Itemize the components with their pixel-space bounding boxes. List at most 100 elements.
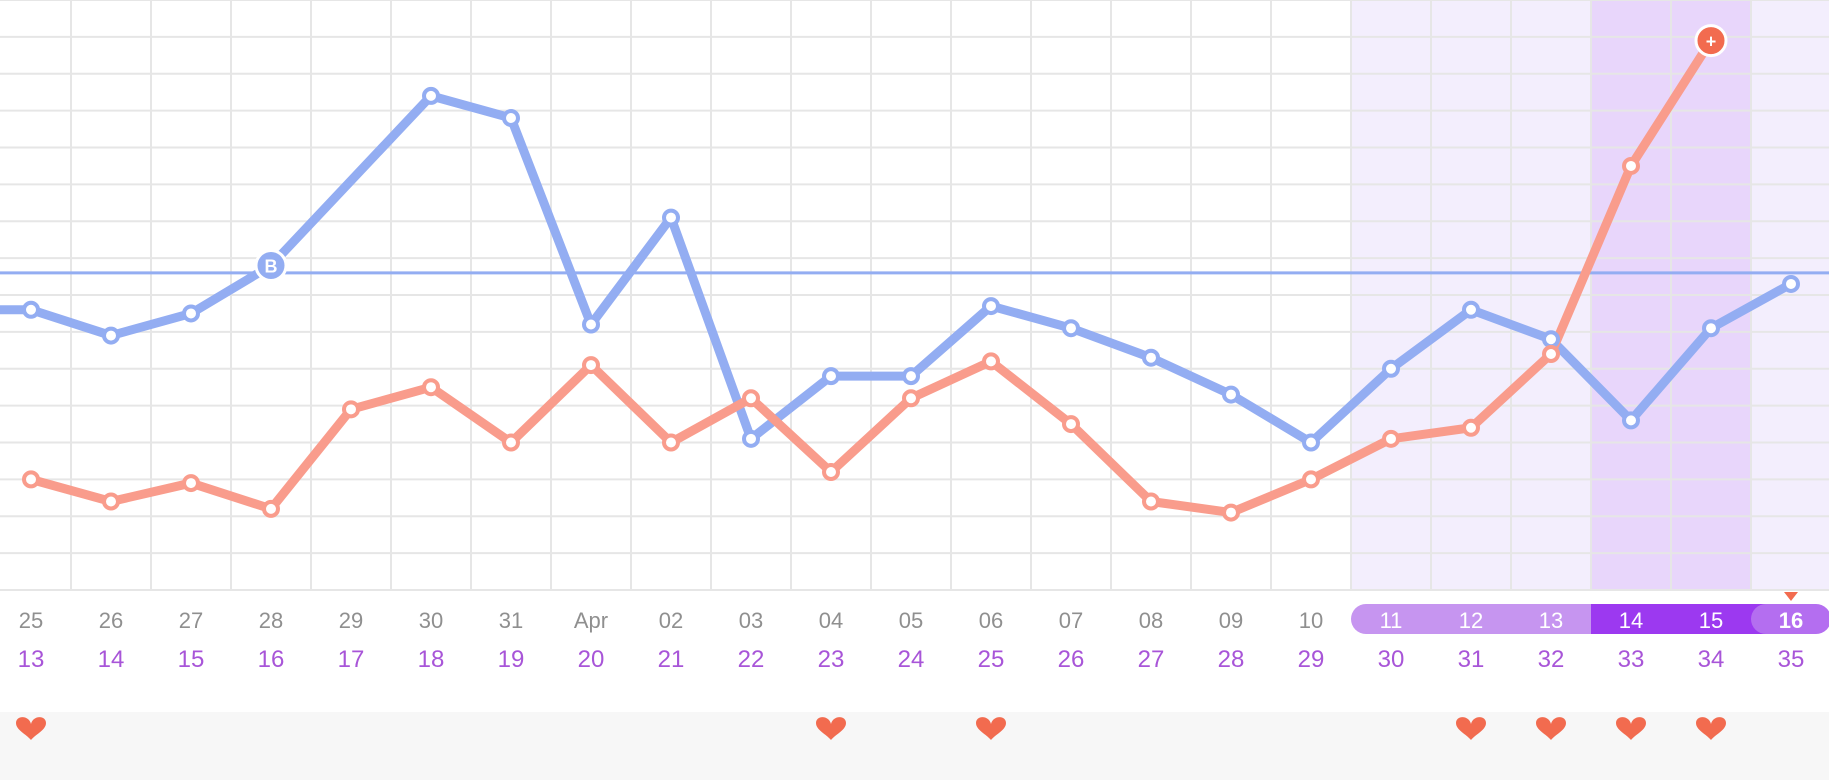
heart-icon	[976, 717, 1006, 740]
series-a-point	[902, 367, 920, 386]
cycle-day-label: 17	[338, 646, 365, 673]
cycle-day-label: 13	[18, 646, 45, 673]
cycle-day-label: 25	[978, 646, 1005, 673]
date-axis: 25 26 27 28 29 30 31 Apr 02 03 04 05 06 07 08 09 10 11 12 1…	[18, 592, 1829, 673]
series-a-point	[1542, 330, 1560, 349]
cycle-day-label: 27	[1138, 646, 1165, 673]
heart-icon	[1616, 717, 1646, 740]
date-label: 02	[659, 608, 683, 633]
date-label: 28	[259, 608, 283, 633]
date-label: 16	[1779, 608, 1803, 633]
series-a-point	[822, 367, 840, 386]
series-a-point	[662, 208, 680, 227]
series-b-marker	[1694, 24, 1728, 58]
series-a-point	[422, 86, 440, 105]
cycle-day-label: 34	[1698, 646, 1725, 673]
date-label: 10	[1299, 608, 1323, 633]
date-label: 08	[1139, 608, 1163, 633]
series-a-point	[1382, 359, 1400, 378]
series-b-point	[982, 352, 1000, 371]
heart-icon	[816, 717, 846, 740]
date-label: Apr	[574, 608, 608, 633]
date-label: 30	[419, 608, 443, 633]
series-a-point	[1142, 348, 1160, 367]
date-label: 25	[19, 608, 43, 633]
cycle-day-label: 29	[1298, 646, 1325, 673]
series-a-point	[1222, 385, 1240, 404]
cycle-day-label: 15	[178, 646, 205, 673]
cycle-day-label: 30	[1378, 646, 1405, 673]
cycle-day-label: 23	[818, 646, 845, 673]
series-a-point	[182, 304, 200, 323]
cycle-day-label: 16	[258, 646, 285, 673]
cycle-day-label: 24	[898, 646, 925, 673]
series-a-marker	[254, 249, 288, 282]
date-label: 27	[179, 608, 203, 633]
cycle-day-label: 19	[498, 646, 525, 673]
series-b-point	[102, 492, 120, 511]
heart-icon	[16, 717, 46, 740]
cycle-day-label: 33	[1618, 646, 1645, 673]
series-b-point	[582, 356, 600, 375]
cycle-day-label: 20	[578, 646, 605, 673]
heart-icon	[1456, 717, 1486, 740]
date-label: 03	[739, 608, 763, 633]
series-b-point	[662, 433, 680, 452]
series-a-point	[982, 297, 1000, 316]
series-a-point	[742, 429, 760, 448]
heart-icon	[1696, 717, 1726, 740]
date-label: 31	[499, 608, 523, 633]
series-a-point	[102, 326, 120, 345]
series-a-point	[1302, 433, 1320, 452]
chart-grid	[0, 0, 1829, 591]
series-a-point	[1622, 411, 1640, 430]
series-b-point	[262, 499, 280, 518]
cycle-day-label: 22	[738, 646, 765, 673]
cycle-day-label: 14	[98, 646, 125, 673]
intercourse-row	[0, 712, 1829, 780]
series-b-point	[1462, 418, 1480, 437]
series-b-point	[1142, 492, 1160, 511]
date-label: 04	[819, 608, 843, 633]
date-label: 05	[899, 608, 923, 633]
cycle-day-label: 32	[1538, 646, 1565, 673]
intercourse-row-bg	[0, 712, 1829, 780]
series-b-line	[26, 36, 1716, 518]
series-a-point	[1702, 319, 1720, 338]
series-b-point	[22, 470, 40, 489]
date-label: 14	[1619, 608, 1643, 633]
date-label: 29	[339, 608, 363, 633]
series-b-point	[182, 474, 200, 493]
cycle-day-label: 26	[1058, 646, 1085, 673]
today-triangle-icon	[1784, 592, 1798, 601]
date-label: 09	[1219, 608, 1243, 633]
series-b-point	[1622, 156, 1640, 175]
series-points: B+	[22, 24, 1800, 522]
series-b-point	[1382, 429, 1400, 448]
series-b-point	[1542, 345, 1560, 363]
series-b-point	[502, 433, 520, 452]
series-b-point	[822, 463, 840, 481]
today-pill	[1751, 604, 1829, 634]
cycle-day-label: 35	[1778, 646, 1805, 673]
date-label: 06	[979, 608, 1003, 633]
series-b-point	[342, 400, 360, 419]
cycle-day-label: 28	[1218, 646, 1245, 673]
heart-icon	[1536, 717, 1566, 740]
cycle-day-label: 21	[658, 646, 685, 673]
series-b-point	[902, 389, 920, 408]
cycle-day-label: 31	[1458, 646, 1485, 673]
series-a-point	[582, 315, 600, 334]
date-label: 11	[1380, 608, 1403, 633]
series-a-point	[502, 109, 520, 127]
plus-marker-icon: +	[1706, 32, 1717, 52]
b-marker-icon: B	[265, 257, 278, 277]
series-a-point	[1782, 274, 1800, 293]
series-a-point	[22, 300, 40, 319]
series-a-point	[1062, 319, 1080, 338]
date-label: 15	[1699, 608, 1723, 633]
date-label: 13	[1539, 608, 1563, 633]
date-label: 07	[1059, 608, 1083, 633]
fertile-pill	[1351, 604, 1631, 634]
cycle-day-label: 18	[418, 646, 445, 673]
